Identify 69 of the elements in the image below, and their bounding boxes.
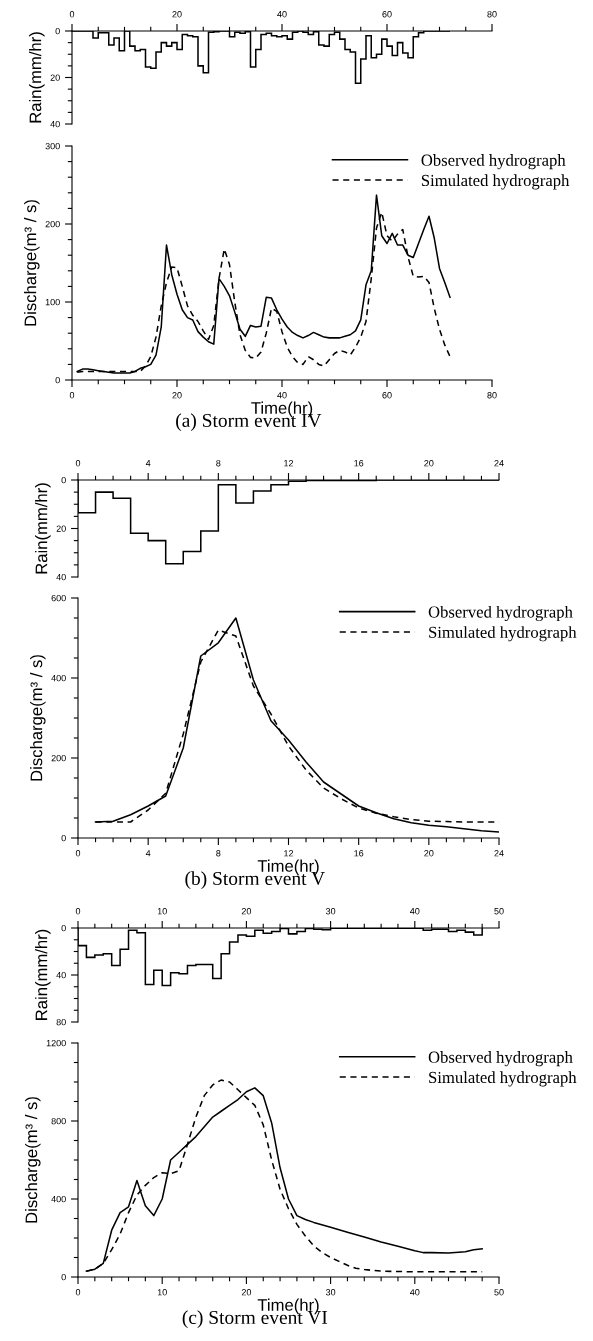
legend-label: Simulated hydrograph <box>429 1071 577 1087</box>
x-tick-label: 20 <box>424 850 434 857</box>
y-tick-label: 100 <box>45 298 60 306</box>
y-tick-label: 0 <box>55 27 60 35</box>
y-axis-title: Rain(mm/hr) <box>35 483 51 574</box>
x-tick-label: 10 <box>157 908 167 915</box>
x-tick-label: 20 <box>241 908 252 915</box>
y-tick-label: 200 <box>45 220 60 228</box>
x-tick-label: 10 <box>157 1289 167 1296</box>
y-axis-title: Discharge(m³ / s) <box>25 1097 41 1223</box>
x-tick-label: 0 <box>75 908 81 915</box>
x-tick-label: 40 <box>409 1289 420 1296</box>
y-tick-label: 300 <box>45 142 60 150</box>
x-tick-label: 24 <box>494 460 504 467</box>
x-tick-label: 20 <box>424 460 434 467</box>
x-tick-label: 60 <box>382 11 392 18</box>
x-tick-label: 8 <box>216 460 221 467</box>
y-tick-label: 800 <box>51 1117 66 1125</box>
x-tick-label: 4 <box>145 850 151 857</box>
x-tick-label: 12 <box>284 850 294 857</box>
x-tick-label: 24 <box>494 850 504 857</box>
x-tick-label: 12 <box>284 460 294 467</box>
legend-label: Observed hydrograph <box>428 605 573 622</box>
x-tick-label: 50 <box>494 908 504 915</box>
x-tick-label: 0 <box>75 850 81 857</box>
x-tick-label: 20 <box>172 11 182 18</box>
x-tick-label: 20 <box>172 392 182 399</box>
y-tick-label: 400 <box>51 674 66 682</box>
x-tick-label: 50 <box>494 1289 504 1296</box>
x-tick-label: 60 <box>382 392 392 399</box>
x-tick-label: 8 <box>216 850 221 857</box>
x-tick-label: 0 <box>69 392 75 399</box>
x-tick-label: 0 <box>69 11 75 18</box>
y-tick-label: 600 <box>51 594 66 602</box>
y-tick-label: 40 <box>50 120 60 128</box>
x-tick-label: 40 <box>409 908 420 915</box>
y-axis-title: Discharge(m³ / s) <box>30 655 46 781</box>
x-tick-label: 80 <box>487 392 497 399</box>
y-tick-label: 0 <box>55 376 60 384</box>
y-axis-title: Rain(mm/hr) <box>35 929 51 1020</box>
x-tick-label: 30 <box>325 1289 336 1296</box>
x-tick-label: 20 <box>241 1289 252 1296</box>
y-tick-label: 80 <box>56 1018 66 1026</box>
x-tick-label: 16 <box>354 460 364 467</box>
legend-label: Simulated hydrograph <box>421 174 570 190</box>
y-tick-label: 1200 <box>46 1039 66 1047</box>
x-tick-label: 30 <box>325 908 336 915</box>
y-tick-label: 0 <box>61 476 66 484</box>
x-tick-label: 40 <box>277 392 287 399</box>
y-axis-title: Rain(mm/hr) <box>29 32 45 123</box>
y-tick-label: 0 <box>61 924 66 932</box>
legend-label: Simulated hydrograph <box>429 626 577 642</box>
y-tick-label: 400 <box>51 1195 66 1203</box>
x-tick-label: 40 <box>277 11 287 18</box>
y-axis-title: Discharge(m³ / s) <box>24 200 40 326</box>
y-tick-label: 20 <box>56 525 66 532</box>
legend-label: Observed hydrograph <box>421 154 566 170</box>
x-tick-label: 0 <box>75 460 81 467</box>
y-tick-label: 0 <box>61 834 66 842</box>
x-tick-label: 80 <box>487 11 497 18</box>
y-tick-label: 200 <box>51 754 66 762</box>
y-tick-label: 20 <box>50 74 60 81</box>
x-tick-label: 0 <box>75 1289 81 1296</box>
x-tick-label: 16 <box>354 850 364 857</box>
y-tick-label: 0 <box>61 1273 66 1281</box>
y-tick-label: 40 <box>56 971 66 979</box>
x-tick-label: 4 <box>145 460 151 467</box>
legend-label: Observed hydrograph <box>428 1051 573 1067</box>
y-tick-label: 40 <box>56 573 66 581</box>
